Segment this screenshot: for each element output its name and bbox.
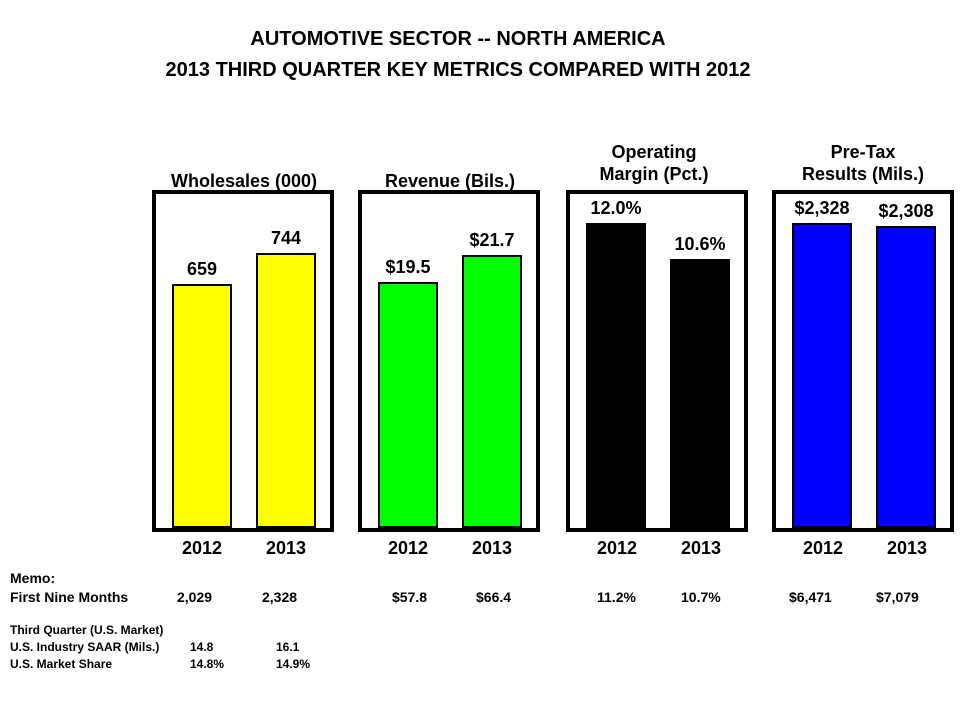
share-2013: 14.9%	[276, 657, 311, 671]
panel-title-line: Results (Mils.)	[801, 164, 925, 184]
bar-operating-margin-2013	[670, 259, 730, 528]
panel-revenue	[358, 190, 540, 532]
panel-title-line: Margin (Pct.)	[599, 164, 709, 184]
saar-label: U.S. Industry SAAR (Mils.)	[10, 640, 160, 654]
panel-title-pretax: Pre-Tax Results (Mils.)	[763, 141, 960, 185]
panel-title-revenue: Revenue (Bils.)	[384, 171, 516, 191]
saar-2012: 14.8	[190, 640, 214, 654]
year-label: 2013	[680, 538, 722, 558]
memo-value: $7,079	[876, 589, 919, 605]
year-label: 2012	[802, 538, 844, 558]
bar-value-label: 744	[270, 228, 302, 248]
bar-pretax-2013	[876, 226, 936, 528]
bar-wholesales-2013	[256, 253, 316, 528]
bar-value-label: $19.5	[385, 257, 431, 277]
chart-title-line-2: 2013 THIRD QUARTER KEY METRICS COMPARED …	[165, 59, 751, 81]
panel-pretax	[772, 190, 954, 532]
panel-operating-margin	[566, 190, 748, 532]
bar-revenue-2013	[462, 255, 522, 528]
bar-pretax-2012	[792, 223, 852, 528]
share-2012: 14.8%	[190, 657, 225, 671]
memo-value: $6,471	[789, 589, 832, 605]
year-label: 2013	[886, 538, 928, 558]
year-label: 2013	[265, 538, 307, 558]
bar-revenue-2012	[378, 282, 438, 528]
bar-wholesales-2012	[172, 284, 232, 528]
memo-value: 2,328	[262, 589, 298, 605]
panel-title-operating-margin: Operating Margin (Pct.)	[554, 141, 754, 185]
saar-2013: 16.1	[276, 640, 300, 654]
year-label: 2012	[596, 538, 638, 558]
memo-value: 2,029	[177, 589, 213, 605]
bar-operating-margin-2012	[586, 223, 646, 528]
memo-heading: Memo:	[10, 570, 56, 586]
panel-title-line: Operating	[611, 142, 697, 162]
bar-value-label: $21.7	[469, 230, 515, 250]
bar-value-label: 12.0%	[590, 198, 642, 218]
memo-value: 10.7%	[681, 589, 721, 605]
memo-value: 11.2%	[597, 589, 636, 605]
bar-value-label: $2,328	[794, 198, 850, 218]
panel-title-wholesales: Wholesales (000)	[170, 171, 318, 191]
panel-wholesales	[152, 190, 334, 532]
bar-value-label: 659	[186, 259, 218, 279]
year-label: 2012	[387, 538, 429, 558]
chart-title-line-1: AUTOMOTIVE SECTOR -- NORTH AMERICA	[250, 28, 666, 50]
year-label: 2012	[181, 538, 223, 558]
memo-value: $66.4	[476, 589, 512, 605]
third-quarter-heading: Third Quarter (U.S. Market)	[10, 623, 164, 637]
share-label: U.S. Market Share	[10, 657, 113, 671]
year-label: 2013	[471, 538, 513, 558]
memo-row-label: First Nine Months	[10, 589, 129, 605]
memo-value: $57.8	[392, 589, 428, 605]
bar-value-label: 10.6%	[674, 234, 726, 254]
bar-value-label: $2,308	[878, 201, 934, 221]
panel-title-line: Pre-Tax	[830, 142, 896, 162]
